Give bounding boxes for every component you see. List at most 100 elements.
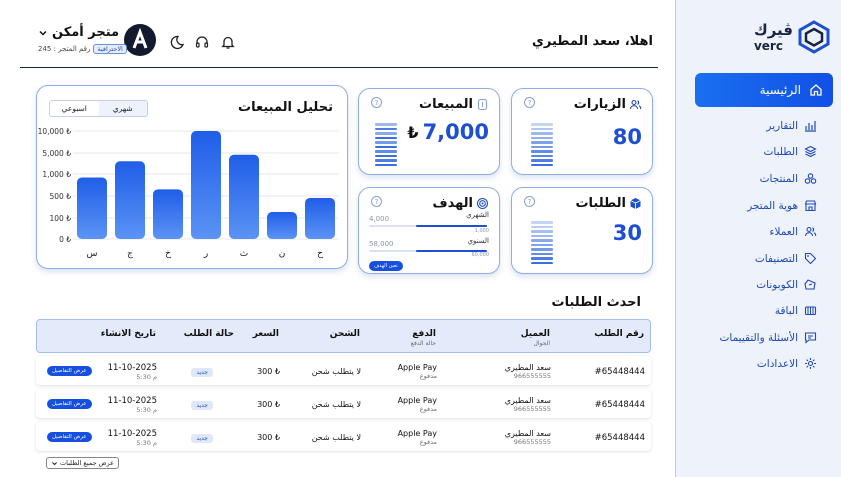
payment-method: Apple Pay <box>397 396 437 405</box>
view-details-button[interactable]: عرض التفاصيل <box>47 366 92 376</box>
y-tick-label: 1,000 ₺ <box>42 170 71 179</box>
view-details-button[interactable]: عرض التفاصيل <box>47 432 92 442</box>
status-badge: جديد <box>191 401 213 410</box>
chart-title: تحليل المبيعات <box>238 100 333 115</box>
table-row: #65448444 سعد المطيري 966555555 Apple Pay مد… <box>36 389 651 418</box>
status-badge: جديد <box>191 434 213 443</box>
sidebar-item-package[interactable]: الباقة <box>775 304 817 317</box>
sidebar-item-orders[interactable]: الطلبات <box>764 145 817 158</box>
help-icon[interactable]: ? <box>524 196 535 207</box>
order-id[interactable]: #65448444 <box>594 367 645 377</box>
y-tick-label: 10,000 ₺ <box>38 127 72 136</box>
customer-name: سعد المطيري <box>504 429 551 438</box>
monthly-of: 1,000 <box>474 228 489 234</box>
shipping: لا يتطلب شحن <box>311 433 361 442</box>
col-status: حالة الطلب <box>183 329 234 339</box>
bar[interactable] <box>305 197 335 239</box>
col-date: تاريخ الانشاء <box>100 329 156 339</box>
visits-card: الزيارات ? 80 <box>511 88 653 175</box>
sidebar-item-home[interactable]: الرئيسية <box>695 73 833 107</box>
sales-value-group: ₺ 7,000 <box>407 120 489 144</box>
latest-orders-title: احدث الطلبات <box>551 295 641 310</box>
target-icon <box>476 197 489 210</box>
chevron-down-icon <box>39 30 47 36</box>
bar[interactable] <box>77 177 107 239</box>
y-tick-label: 500 ₺ <box>50 192 72 201</box>
goal-title: الهدف <box>432 196 473 211</box>
x-tick-label: س <box>87 249 98 259</box>
bar[interactable] <box>229 154 259 239</box>
payment-method: Apple Pay <box>397 429 437 438</box>
date-cell: 11-10-2025 5:30 م <box>108 363 157 381</box>
sidebar-item-store-identity[interactable]: هوية المتجر <box>747 199 817 212</box>
toggle-weekly[interactable]: اسبوعي <box>50 101 99 116</box>
payment-status: مدفوع <box>419 405 437 413</box>
users-icon <box>629 99 642 110</box>
toggle-monthly[interactable]: شهري <box>112 104 133 113</box>
set-goal-button[interactable]: تعين الهدف <box>369 261 403 271</box>
sidebar-item-customers[interactable]: العملاء <box>770 225 817 238</box>
help-icon[interactable]: ? <box>371 97 382 108</box>
help-icon[interactable]: ? <box>524 97 535 108</box>
view-details-button[interactable]: عرض التفاصيل <box>47 399 92 409</box>
orders-table-header: رقم الطلب العميل الجوال الدفع حالة الدفع ا… <box>36 319 651 353</box>
logo-text-en: verc <box>753 38 783 53</box>
order-date: 11-10-2025 <box>107 363 157 373</box>
sales-analysis-card: تحليل المبيعات اسبوعي شهري 10,000 ₺ 5,000… <box>36 85 348 269</box>
price: 300 ₺ <box>257 367 280 376</box>
bell-icon[interactable] <box>220 34 236 50</box>
coupon-icon <box>804 279 816 290</box>
sidebar-item-products[interactable]: المنتجات <box>760 172 817 185</box>
sidebar-item-questions-reviews[interactable]: الأسئلة والتقييمات <box>720 331 817 344</box>
col-customer-label: العميل <box>520 329 550 339</box>
logo-text-ar: ڤيرك <box>753 20 793 39</box>
yearly-of: 60,000 <box>471 252 490 258</box>
sidebar: ڤيرك verc الرئيسية التقارير الطلبات المن… <box>675 0 841 477</box>
price: 300 ₺ <box>257 433 280 442</box>
gear-icon <box>805 358 816 369</box>
bar[interactable] <box>115 161 145 239</box>
y-tick-label: 0 ₺ <box>59 235 71 244</box>
x-tick-label: ن <box>279 249 286 259</box>
sidebar-item-reports[interactable]: التقارير <box>766 119 817 132</box>
sales-sparkline <box>375 123 397 166</box>
bar[interactable] <box>153 189 183 239</box>
sidebar-item-coupons[interactable]: الكوبونات <box>756 278 817 291</box>
table-row: #65448444 سعد المطيري 966555555 Apple Pay مد… <box>36 422 651 451</box>
store-switcher[interactable]: متجر أمكن <box>38 25 119 40</box>
chat-icon <box>804 332 817 344</box>
sidebar-item-categories[interactable]: التصنيفات <box>755 252 817 265</box>
customer-cell: سعد المطيري 966555555 <box>505 363 551 380</box>
sidebar-item-settings[interactable]: الاعدادات <box>757 357 817 370</box>
col-customer: العميل الجوال <box>521 329 550 347</box>
show-all-label: عرض جميع الطلبات <box>60 459 114 467</box>
order-id[interactable]: #65448444 <box>594 400 645 410</box>
show-all-orders-button[interactable]: عرض جميع الطلبات <box>46 457 119 469</box>
users-icon <box>804 226 817 237</box>
store-logo-icon <box>132 27 148 49</box>
help-icon[interactable]: ? <box>371 196 382 207</box>
sidebar-item-label: الاعدادات <box>756 357 798 370</box>
store-meta: رقم المتجر : 245 الاحترافية <box>38 44 127 54</box>
y-tick-label: 5,000 ₺ <box>42 149 71 158</box>
yearly-label: السنوي <box>467 237 489 245</box>
payment-status: مدفوع <box>419 372 437 380</box>
logo[interactable]: ڤيرك verc <box>754 20 831 54</box>
order-date: 11-10-2025 <box>107 396 157 406</box>
sidebar-item-label: الطلبات <box>763 145 798 158</box>
store-number: رقم المتجر : 245 <box>38 45 91 53</box>
sidebar-item-label: المنتجات <box>759 172 798 185</box>
customer-name: سعد المطيري <box>504 363 551 372</box>
order-id[interactable]: #65448444 <box>594 433 645 443</box>
bar[interactable] <box>191 131 221 239</box>
shipping: لا يتطلب شحن <box>311 367 361 376</box>
headset-icon[interactable] <box>194 34 210 50</box>
home-icon <box>810 84 822 96</box>
col-price: السعر <box>252 329 279 339</box>
col-payment-sub: حالة الدفع <box>410 340 436 347</box>
bar[interactable] <box>267 212 297 239</box>
store-avatar[interactable] <box>124 24 156 56</box>
customer-phone: 966555555 <box>513 405 551 413</box>
moon-icon[interactable] <box>168 34 184 50</box>
